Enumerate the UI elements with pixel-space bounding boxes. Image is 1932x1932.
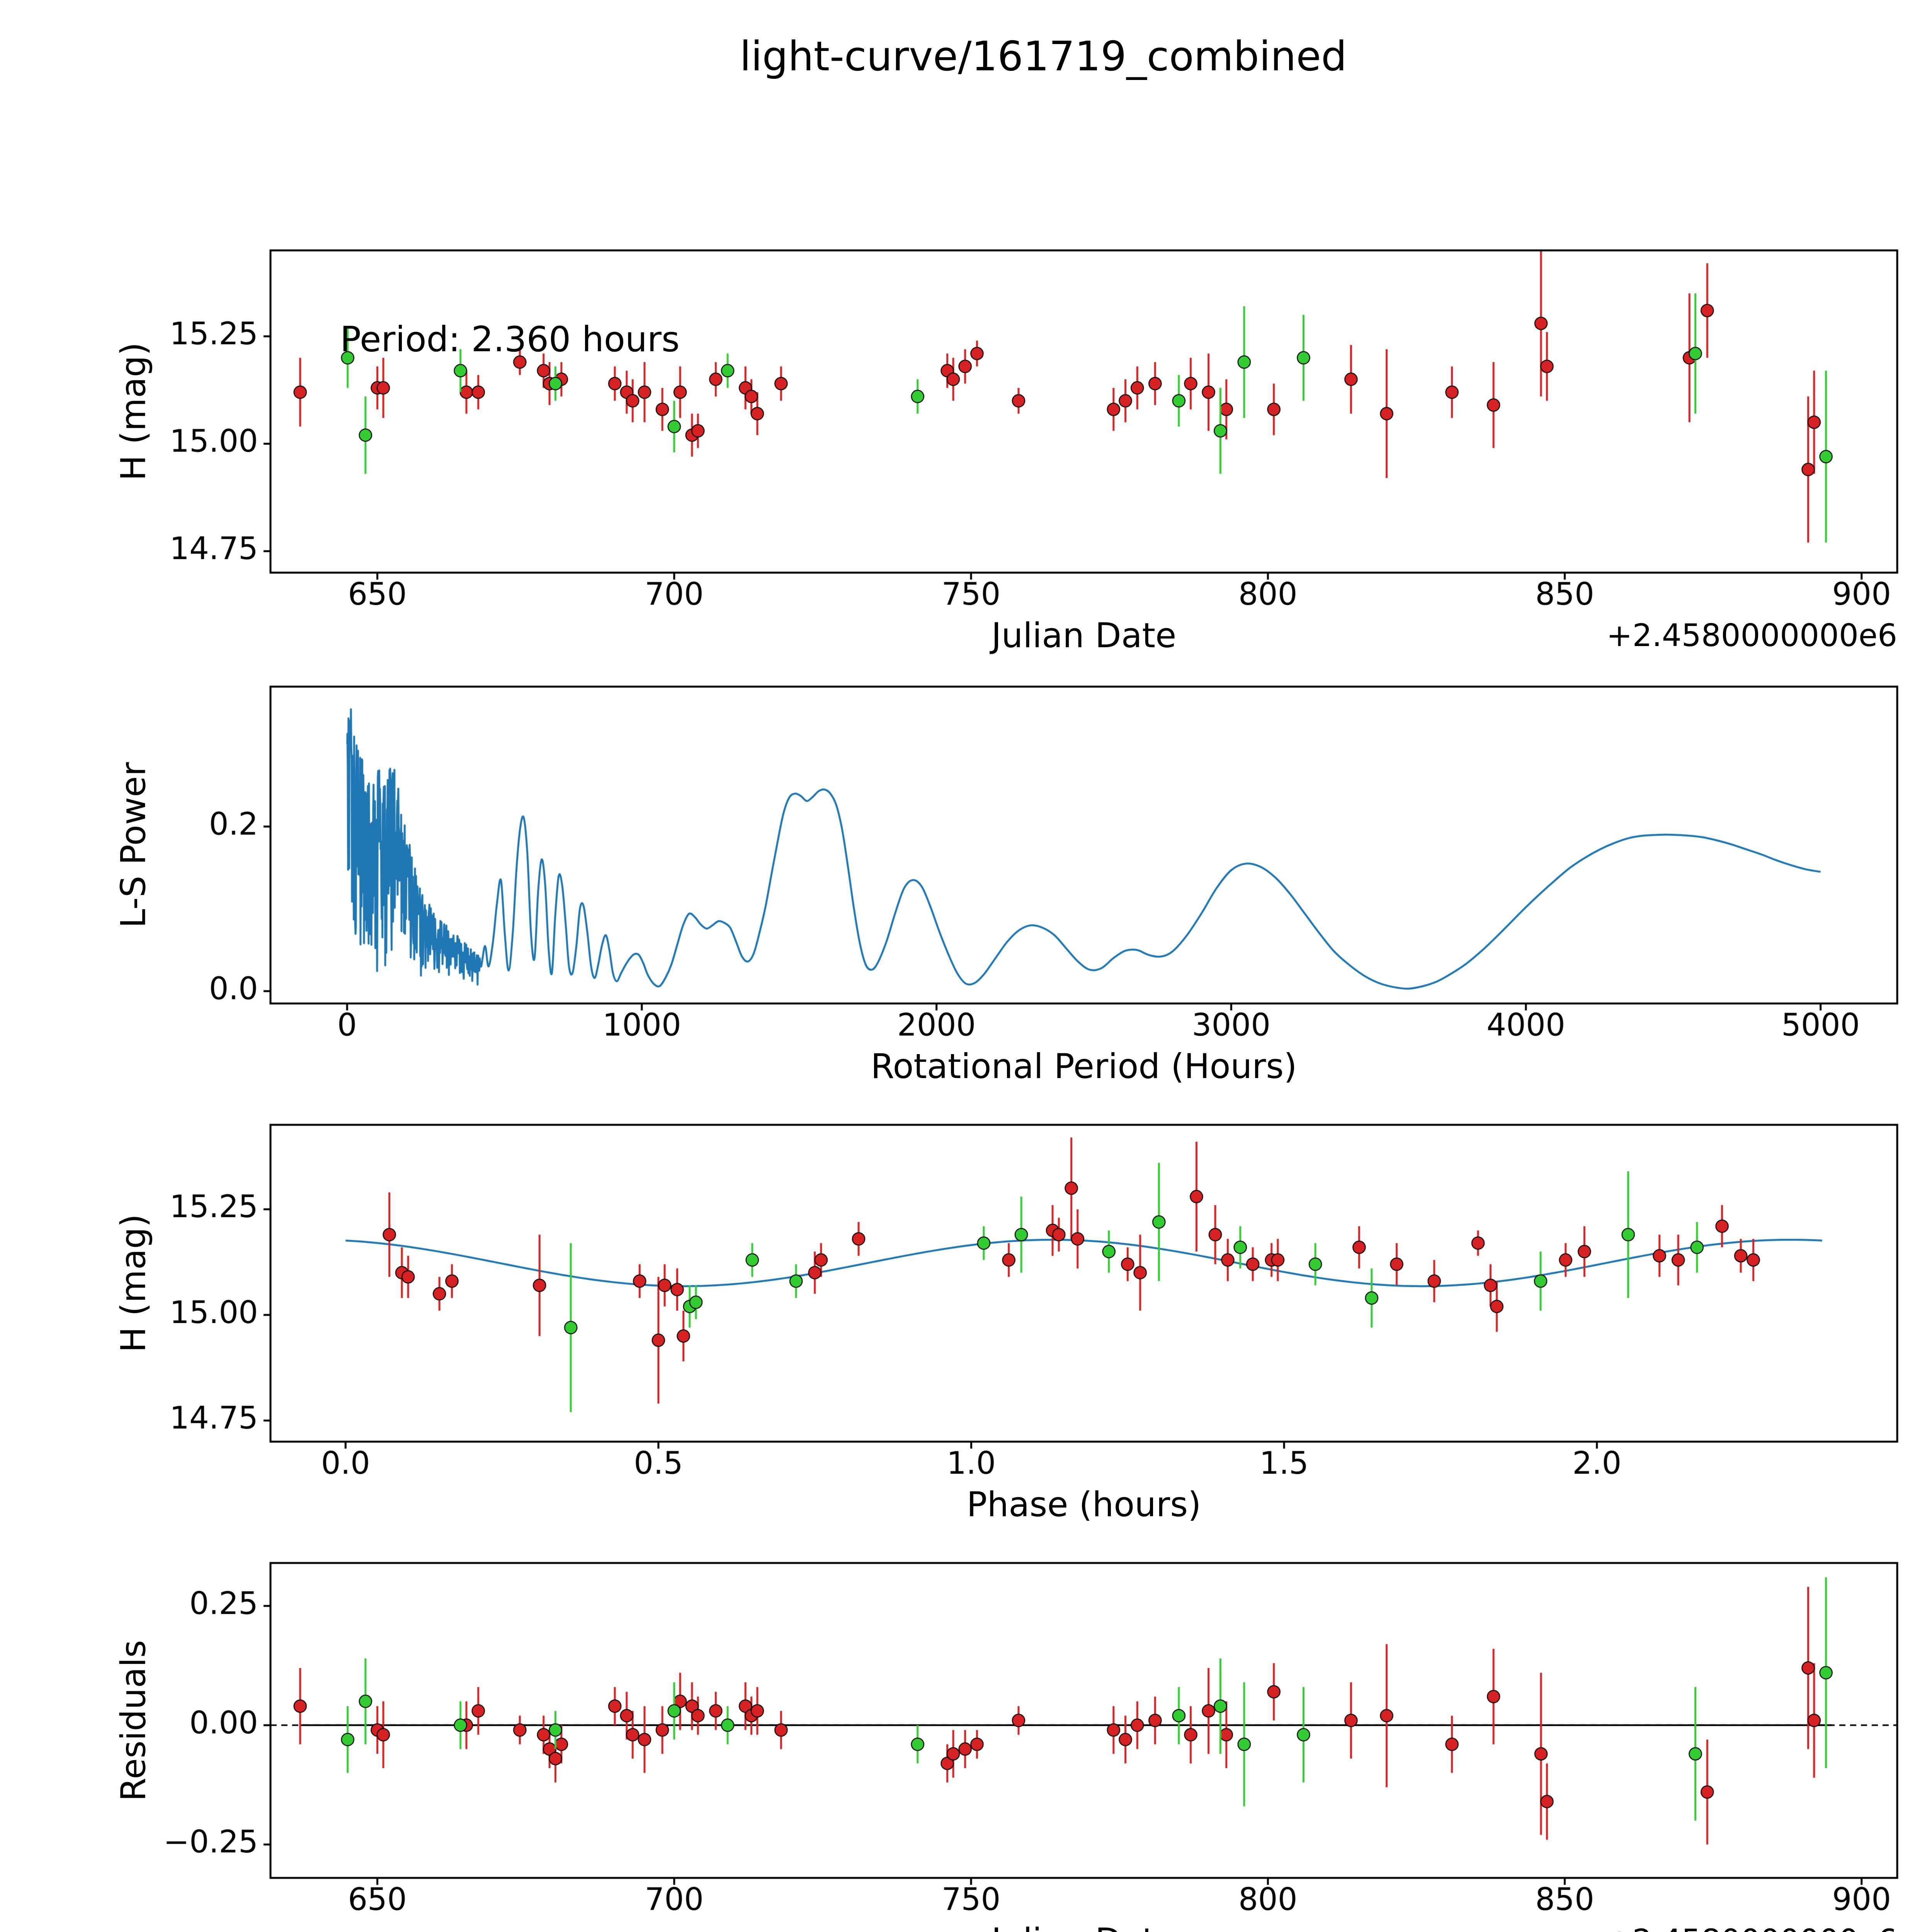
plot1-xlabel: Julian Date xyxy=(991,616,1177,655)
plot4-xlabel: Julian Date xyxy=(992,1921,1177,1932)
plot2-ylabel: L-S Power xyxy=(113,762,153,928)
chart-title: light-curve/161719_combined xyxy=(740,33,1347,80)
plot3-xlabel: Phase (hours) xyxy=(966,1485,1201,1524)
plot4-ylabel: Residuals xyxy=(113,1640,153,1801)
plot4-x-offset-text: +2.4580000000e6 xyxy=(1607,1923,1897,1932)
plot1-x-offset-text: +2.4580000000e6 xyxy=(1606,617,1897,653)
period-annotation: Period: 2.360 hours xyxy=(340,319,680,360)
plot3-ylabel: H (mag) xyxy=(113,1214,153,1353)
plot2-xlabel: Rotational Period (Hours) xyxy=(871,1046,1297,1086)
plot1-ylabel: H (mag) xyxy=(113,342,153,481)
